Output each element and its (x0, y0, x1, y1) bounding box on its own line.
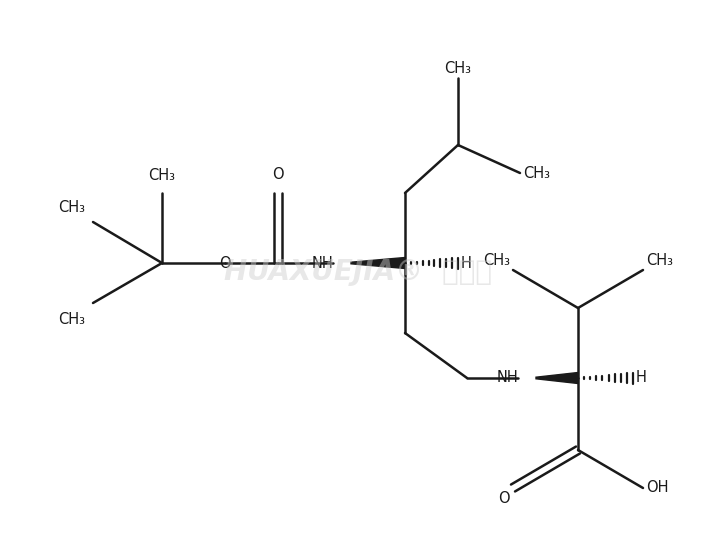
Text: O: O (498, 491, 510, 506)
Text: H: H (636, 370, 647, 386)
Text: HUAXUEJIA®  化学加: HUAXUEJIA® 化学加 (224, 258, 493, 286)
Text: OH: OH (646, 480, 668, 496)
Text: CH₃: CH₃ (483, 253, 510, 268)
Text: NH: NH (311, 256, 333, 270)
Text: CH₃: CH₃ (445, 61, 472, 76)
Text: H: H (461, 256, 472, 270)
Text: CH₃: CH₃ (148, 168, 176, 183)
Text: CH₃: CH₃ (58, 312, 85, 327)
Polygon shape (351, 257, 405, 269)
Polygon shape (536, 373, 578, 384)
Text: CH₃: CH₃ (523, 165, 550, 181)
Text: NH: NH (496, 370, 518, 386)
Text: CH₃: CH₃ (646, 253, 673, 268)
Text: CH₃: CH₃ (58, 200, 85, 215)
Text: O: O (272, 167, 284, 182)
Text: O: O (219, 256, 231, 270)
